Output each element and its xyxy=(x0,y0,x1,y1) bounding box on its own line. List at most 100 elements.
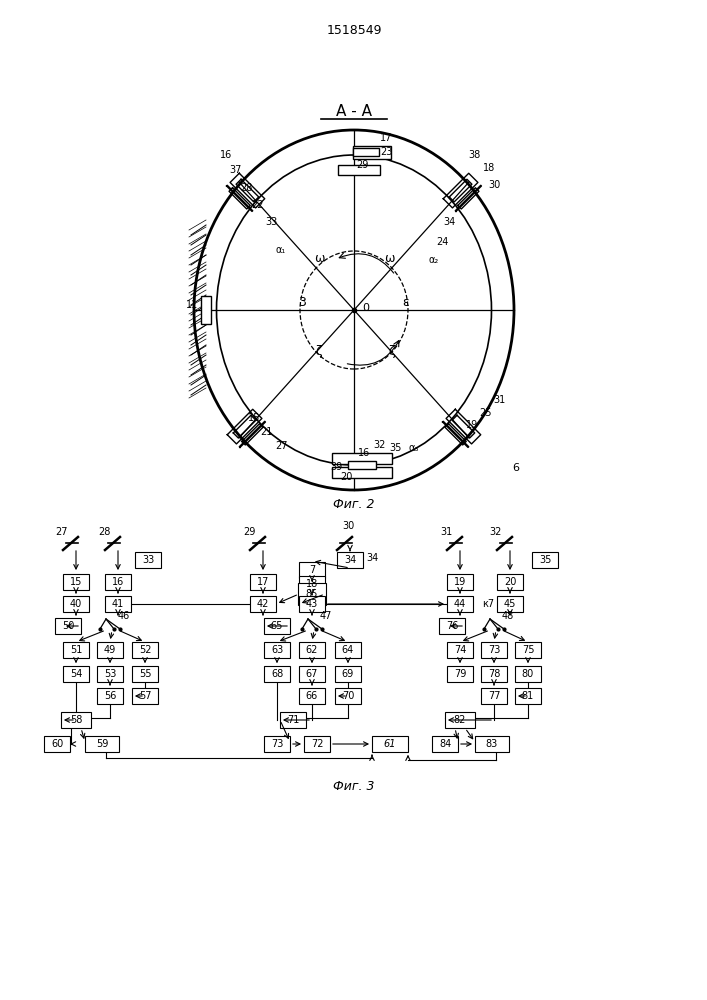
Text: 27: 27 xyxy=(275,441,287,451)
Text: 34: 34 xyxy=(443,217,455,227)
Bar xyxy=(481,666,507,682)
Text: 73: 73 xyxy=(488,645,500,655)
Bar xyxy=(105,574,131,590)
Text: 66: 66 xyxy=(306,691,318,701)
Bar xyxy=(532,552,558,568)
Text: 31: 31 xyxy=(493,395,505,405)
Text: α₃: α₃ xyxy=(409,443,419,453)
Text: 0: 0 xyxy=(363,303,370,313)
Text: 49: 49 xyxy=(104,645,116,655)
Text: 71: 71 xyxy=(287,715,299,725)
Text: 32: 32 xyxy=(373,440,385,450)
Bar xyxy=(201,296,211,324)
Bar xyxy=(264,736,290,752)
Text: 20: 20 xyxy=(340,472,352,482)
Text: 52: 52 xyxy=(139,645,151,655)
Text: 18: 18 xyxy=(483,163,495,173)
Text: 17: 17 xyxy=(257,577,269,587)
Text: 7: 7 xyxy=(309,565,315,575)
Text: 73: 73 xyxy=(271,739,284,749)
Text: 64: 64 xyxy=(342,645,354,655)
Bar xyxy=(338,165,380,175)
Text: 70: 70 xyxy=(341,691,354,701)
Bar xyxy=(264,642,290,658)
Text: 18: 18 xyxy=(306,579,318,589)
Bar xyxy=(298,583,326,605)
Text: 53: 53 xyxy=(104,669,116,679)
Text: 69: 69 xyxy=(342,669,354,679)
Text: 62: 62 xyxy=(306,645,318,655)
Text: к7: к7 xyxy=(482,599,494,609)
Text: 57: 57 xyxy=(139,691,151,701)
Bar xyxy=(264,666,290,682)
Text: 32: 32 xyxy=(490,527,502,537)
Bar xyxy=(335,688,361,704)
Text: 79: 79 xyxy=(454,669,466,679)
Text: 29: 29 xyxy=(356,160,368,170)
Bar xyxy=(335,642,361,658)
Text: 38: 38 xyxy=(468,150,480,160)
Text: 84: 84 xyxy=(439,739,451,749)
Bar xyxy=(97,688,123,704)
Ellipse shape xyxy=(194,130,514,490)
Text: 30: 30 xyxy=(342,521,354,531)
Ellipse shape xyxy=(300,251,408,369)
Text: ζ: ζ xyxy=(315,346,322,359)
Text: Фиг. 2: Фиг. 2 xyxy=(333,498,375,512)
Text: 40: 40 xyxy=(70,599,82,609)
Bar xyxy=(299,688,325,704)
Bar xyxy=(132,666,158,682)
Bar xyxy=(299,562,325,578)
Bar xyxy=(264,618,290,634)
Text: 19: 19 xyxy=(454,577,466,587)
Text: 75: 75 xyxy=(522,645,534,655)
Bar xyxy=(447,666,473,682)
Bar xyxy=(63,574,89,590)
Text: 48: 48 xyxy=(502,611,514,621)
Text: ζ: ζ xyxy=(389,346,395,359)
Text: 58: 58 xyxy=(70,715,82,725)
Text: 76: 76 xyxy=(446,621,458,631)
Text: 1518549: 1518549 xyxy=(326,23,382,36)
Bar xyxy=(299,666,325,682)
Text: 15: 15 xyxy=(70,577,82,587)
Bar xyxy=(515,688,541,704)
Bar xyxy=(304,736,330,752)
Text: 3: 3 xyxy=(298,296,306,308)
Text: 67: 67 xyxy=(306,669,318,679)
Bar xyxy=(432,736,458,752)
Text: 35: 35 xyxy=(539,555,551,565)
Bar xyxy=(439,618,465,634)
Text: 82: 82 xyxy=(454,715,466,725)
Text: 39: 39 xyxy=(330,462,342,472)
Bar xyxy=(332,452,392,464)
Bar xyxy=(63,666,89,682)
Ellipse shape xyxy=(216,155,491,465)
Bar xyxy=(497,574,523,590)
Text: 77: 77 xyxy=(488,691,501,701)
Bar xyxy=(44,736,70,752)
Text: 85: 85 xyxy=(306,589,318,599)
Bar xyxy=(132,688,158,704)
Bar xyxy=(61,712,91,728)
Text: 65: 65 xyxy=(271,621,284,631)
Text: 81: 81 xyxy=(522,691,534,701)
Bar xyxy=(55,618,81,634)
Text: 16: 16 xyxy=(112,577,124,587)
Text: 16: 16 xyxy=(220,150,232,160)
Bar xyxy=(299,596,325,612)
Text: 11: 11 xyxy=(186,300,198,310)
Bar xyxy=(85,736,119,752)
Text: ω: ω xyxy=(384,251,395,264)
Bar xyxy=(132,642,158,658)
Text: 24: 24 xyxy=(436,237,448,247)
Bar xyxy=(445,712,475,728)
Text: 47: 47 xyxy=(320,611,332,621)
Bar xyxy=(447,596,473,612)
Bar xyxy=(475,736,509,752)
Bar xyxy=(447,642,473,658)
Text: 20: 20 xyxy=(504,577,516,587)
Text: А - А: А - А xyxy=(336,104,372,119)
Bar xyxy=(353,148,379,156)
Text: 59: 59 xyxy=(96,739,108,749)
